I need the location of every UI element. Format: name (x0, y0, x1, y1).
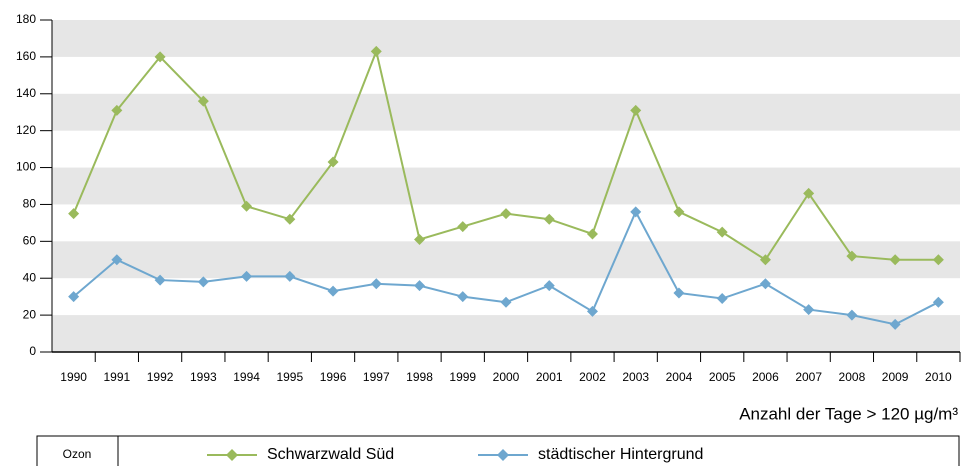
y-tick-label: 60 (23, 234, 37, 248)
x-tick-label: 1995 (276, 370, 303, 384)
point (846, 250, 858, 262)
point (370, 45, 382, 57)
y-tick-label: 120 (16, 123, 36, 137)
unit-label: Anzahl der Tage > 120 µg/m³ (739, 404, 958, 423)
point (630, 206, 642, 218)
x-tick-label: 2000 (493, 370, 520, 384)
point (716, 226, 728, 238)
x-tick-label: 2003 (622, 370, 649, 384)
point (111, 104, 123, 116)
point (197, 276, 209, 288)
x-tick-label: 1996 (320, 370, 347, 384)
grid-bands (52, 20, 960, 352)
x-tick-label: 2005 (709, 370, 736, 384)
point (889, 318, 901, 330)
x-tick-label: 2007 (795, 370, 822, 384)
point (154, 51, 166, 63)
x-tick-label: 1992 (147, 370, 174, 384)
grid-band (52, 241, 960, 279)
x-tick-label: 2009 (882, 370, 909, 384)
point (457, 291, 469, 303)
point (630, 104, 642, 116)
point (932, 296, 944, 308)
point (197, 95, 209, 107)
y-tick-label: 20 (23, 307, 37, 321)
x-tick-label: 1998 (406, 370, 433, 384)
y-tick-label: 180 (16, 12, 36, 26)
point (284, 213, 296, 225)
x-tick-label: 2001 (536, 370, 563, 384)
x-tick-label: 2006 (752, 370, 779, 384)
point (284, 270, 296, 282)
point (803, 187, 815, 199)
y-tick-label: 40 (23, 270, 37, 284)
point (543, 280, 555, 292)
point (759, 278, 771, 290)
point (586, 305, 598, 317)
point (846, 309, 858, 321)
x-tick-label: 2010 (925, 370, 952, 384)
x-tick-label: 1997 (363, 370, 390, 384)
legend-label: städtischer Hintergrund (538, 446, 703, 463)
legend-marker (497, 449, 509, 461)
y-tick-label: 100 (16, 160, 36, 174)
point (68, 208, 80, 220)
y-tick-label: 160 (16, 49, 36, 63)
point (327, 285, 339, 297)
grid-band (52, 315, 960, 352)
x-tick-label: 1999 (449, 370, 476, 384)
y-tick-label: 0 (29, 344, 36, 358)
y-tick-label: 140 (16, 86, 36, 100)
point (673, 287, 685, 299)
point (500, 296, 512, 308)
x-tick-label: 2008 (839, 370, 866, 384)
point (241, 200, 253, 212)
grid-band (52, 93, 960, 131)
point (457, 221, 469, 233)
point (932, 254, 944, 266)
point (889, 254, 901, 266)
point (68, 291, 80, 303)
x-tick-label: 1991 (104, 370, 131, 384)
point (673, 206, 685, 218)
point (803, 304, 815, 316)
point (759, 254, 771, 266)
legend-label: Schwarzwald Süd (267, 446, 394, 463)
point (543, 213, 555, 225)
point (716, 293, 728, 305)
x-tick-label: 1990 (60, 370, 87, 384)
point (241, 270, 253, 282)
point (414, 280, 426, 292)
point (500, 208, 512, 220)
series-line (72, 47, 939, 262)
legend-box (36, 435, 960, 466)
legend-title: Ozon (63, 447, 92, 461)
x-tick-label: 1994 (233, 370, 260, 384)
x-tick-label: 2002 (579, 370, 606, 384)
x-tick-label: 1993 (190, 370, 217, 384)
grid-band (52, 167, 960, 205)
legend-marker (226, 449, 238, 461)
point (370, 278, 382, 290)
x-tick-label: 2004 (666, 370, 693, 384)
point (414, 233, 426, 245)
y-tick-label: 80 (23, 197, 37, 211)
point (327, 156, 339, 168)
point (586, 228, 598, 240)
grid-band (52, 20, 960, 57)
point (154, 274, 166, 286)
point (111, 254, 123, 266)
